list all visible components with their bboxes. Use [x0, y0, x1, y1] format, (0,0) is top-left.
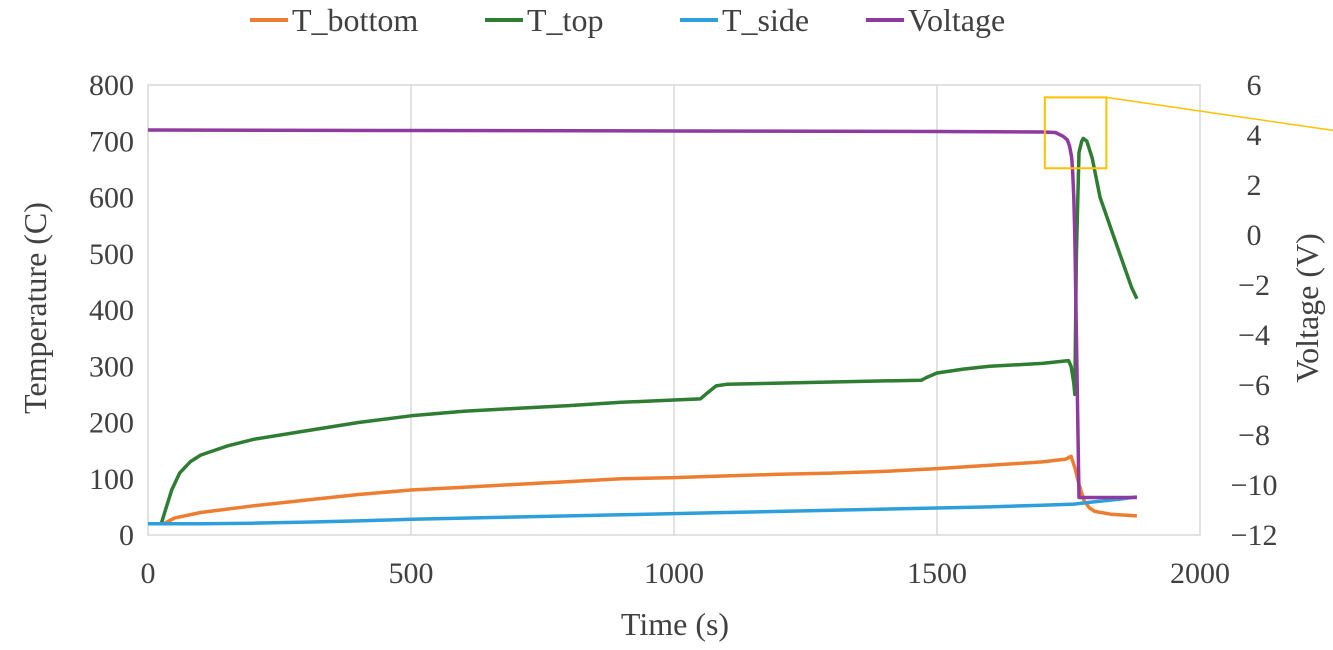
series-line-t-bottom	[162, 454, 1138, 526]
legend-label-voltage: Voltage	[908, 2, 1005, 38]
y2-tick-label-8: 4	[1247, 119, 1262, 152]
y-tick-label-7: 700	[89, 125, 134, 158]
y-tick-label-4: 400	[89, 294, 134, 327]
plot-frame	[147, 84, 1201, 536]
x-tick-label-0: 0	[141, 557, 156, 590]
y2-tick-label-0: −12	[1231, 519, 1278, 552]
y-tick-label-3: 300	[89, 350, 134, 383]
y-axis-right-ticks: −12 −10 −8 −6 −4 −2 0 2 4 6	[1231, 69, 1278, 552]
y-axis-right-title: Voltage (V)	[1289, 233, 1325, 383]
y2-tick-label-1: −10	[1231, 469, 1278, 502]
legend: T_bottom T_top T_side Voltage	[250, 2, 1005, 38]
x-tick-label-4: 2000	[1170, 557, 1230, 590]
y-tick-label-8: 800	[89, 69, 134, 102]
gridlines	[410, 85, 938, 535]
zoom-highlight-box	[1043, 96, 1108, 170]
y2-tick-label-3: −6	[1238, 369, 1270, 402]
x-tick-label-1: 500	[389, 557, 434, 590]
y2-tick-label-5: −2	[1238, 269, 1270, 302]
y2-tick-label-4: −4	[1238, 319, 1270, 352]
y-axis-left-ticks: 0 100 200 300 400 500 600 700 800	[89, 69, 134, 552]
y-tick-label-6: 600	[89, 182, 134, 215]
x-axis-title: Time (s)	[621, 606, 729, 642]
y-tick-label-5: 500	[89, 238, 134, 271]
legend-label-t-top: T_top	[527, 2, 603, 38]
x-tick-label-2: 1000	[644, 557, 704, 590]
y-axis-left-title: Temperature (C)	[17, 202, 53, 414]
series-line-voltage	[147, 128, 1137, 500]
annotations	[1043, 96, 1333, 170]
legend-label-t-side: T_side	[722, 2, 809, 38]
y-tick-label-2: 200	[89, 407, 134, 440]
y2-tick-label-9: 6	[1247, 69, 1262, 102]
y-tick-label-0: 0	[119, 519, 134, 552]
y2-tick-label-6: 0	[1247, 219, 1262, 252]
legend-label-t-bottom: T_bottom	[292, 2, 418, 38]
x-tick-label-3: 1500	[907, 557, 967, 590]
y-tick-label-1: 100	[89, 463, 134, 496]
plot-border	[147, 84, 1201, 536]
zoom-callout-line	[1106, 96, 1333, 132]
series-line-t-side	[148, 495, 1138, 526]
y2-tick-label-2: −8	[1238, 419, 1270, 452]
series-lines	[147, 128, 1139, 526]
x-axis-ticks: 0 500 1000 1500 2000	[141, 557, 1231, 590]
y2-tick-label-7: 2	[1247, 169, 1262, 202]
series-line-t-top	[159, 136, 1139, 525]
